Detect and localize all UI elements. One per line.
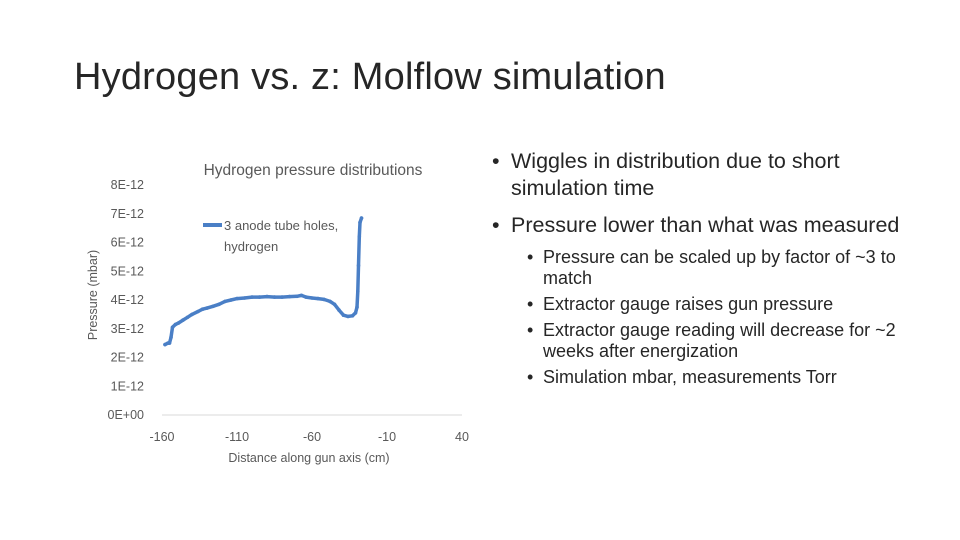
legend-label: 3 anode tube holes, hydrogen bbox=[224, 218, 342, 254]
data-point bbox=[176, 321, 181, 325]
y-tick-label: 2E-12 bbox=[111, 351, 144, 365]
data-point bbox=[185, 315, 190, 320]
data-point bbox=[350, 314, 355, 318]
data-point bbox=[190, 312, 194, 317]
sub-bullet-text: Extractor gauge raises gun pressure bbox=[543, 294, 834, 314]
y-tick-label: 1E-12 bbox=[111, 379, 144, 393]
data-point bbox=[242, 296, 247, 300]
data-point bbox=[295, 294, 299, 299]
bullet-item: • Pressure lower than what was measured … bbox=[492, 212, 912, 388]
data-point bbox=[169, 335, 173, 340]
bullet-list: • Wiggles in distribution due to short s… bbox=[492, 148, 912, 398]
y-axis-tick-labels: 0E+00 1E-12 2E-12 3E-12 4E-12 5E-12 6E-12 7E-12… bbox=[108, 178, 145, 422]
slide-title: Hydrogen vs. z: Molflow simulation bbox=[74, 56, 666, 98]
bullet-text: Wiggles in distribution due to short sim… bbox=[511, 149, 840, 200]
data-point bbox=[359, 216, 364, 220]
legend: 3 anode tube holes, hydrogen bbox=[203, 218, 342, 254]
data-point bbox=[346, 314, 350, 319]
bullet-dot-icon: • bbox=[527, 367, 534, 387]
y-tick-label: 0E+00 bbox=[108, 408, 145, 422]
data-point bbox=[322, 297, 326, 302]
data-point bbox=[250, 295, 254, 299]
data-point bbox=[205, 306, 209, 310]
data-point bbox=[316, 296, 320, 301]
x-tick-label: -60 bbox=[303, 430, 321, 444]
data-point bbox=[341, 313, 346, 318]
data-point bbox=[337, 308, 341, 312]
data-point bbox=[353, 311, 358, 315]
x-tick-label: -160 bbox=[149, 430, 174, 444]
y-tick-label: 3E-12 bbox=[111, 322, 144, 336]
data-point bbox=[181, 318, 185, 322]
x-tick-label: -10 bbox=[378, 430, 396, 444]
x-axis-title: Distance along gun axis (cm) bbox=[228, 451, 389, 465]
y-tick-label: 5E-12 bbox=[111, 264, 144, 278]
data-point bbox=[173, 322, 178, 327]
data-point bbox=[332, 302, 337, 307]
sub-bullet-text: Simulation mbar, measurements Torr bbox=[543, 367, 837, 387]
bullet-dot-icon: • bbox=[527, 247, 534, 267]
sub-bullet-list: • Pressure can be scaled up by factor of… bbox=[527, 247, 912, 388]
pressure-chart: Hydrogen pressure distributions Pressure… bbox=[86, 162, 469, 465]
bullet-dot-icon: • bbox=[527, 320, 534, 340]
data-point bbox=[257, 295, 262, 299]
data-point bbox=[200, 307, 205, 312]
x-axis-tick-labels: -160 -110 -60 -10 40 bbox=[149, 430, 469, 444]
x-tick-label: -110 bbox=[225, 430, 249, 444]
data-point bbox=[358, 220, 362, 225]
x-tick-label: 40 bbox=[455, 430, 469, 444]
data-point bbox=[304, 295, 308, 299]
sub-bullet-item: • Simulation mbar, measurements Torr bbox=[527, 367, 912, 388]
y-tick-label: 4E-12 bbox=[111, 293, 144, 307]
data-point bbox=[229, 298, 233, 302]
sub-bullet-item: • Extractor gauge raises gun pressure bbox=[527, 294, 912, 315]
bullet-dot-icon: • bbox=[492, 149, 500, 173]
bullet-text: Pressure lower than what was measured bbox=[511, 213, 900, 237]
bullet-dot-icon: • bbox=[527, 294, 534, 314]
data-point bbox=[280, 295, 284, 299]
data-point bbox=[265, 294, 269, 299]
data-point bbox=[223, 299, 227, 304]
data-point bbox=[170, 325, 175, 330]
bullet-dot-icon: • bbox=[492, 213, 500, 237]
data-point bbox=[196, 309, 200, 314]
sub-bullet-item: • Pressure can be scaled up by factor of… bbox=[527, 247, 912, 289]
series-line bbox=[163, 216, 364, 347]
data-point bbox=[299, 293, 304, 298]
data-point bbox=[272, 295, 277, 299]
sub-bullet-text: Pressure can be scaled up by factor of ~… bbox=[543, 247, 896, 288]
data-point bbox=[328, 299, 332, 304]
bullet-item: • Wiggles in distribution due to short s… bbox=[492, 148, 912, 202]
data-point bbox=[217, 302, 221, 307]
y-tick-label: 6E-12 bbox=[111, 236, 144, 250]
data-point bbox=[310, 296, 314, 300]
data-point bbox=[167, 341, 172, 345]
data-point bbox=[357, 235, 362, 239]
data-point bbox=[356, 289, 360, 294]
data-point bbox=[355, 305, 359, 310]
data-point bbox=[287, 294, 292, 299]
sub-bullet-item: • Extractor gauge reading will decrease … bbox=[527, 320, 912, 362]
data-point bbox=[211, 304, 215, 309]
y-tick-label: 7E-12 bbox=[111, 207, 144, 221]
data-point bbox=[163, 342, 167, 347]
sub-bullet-text: Extractor gauge reading will decrease fo… bbox=[543, 320, 896, 361]
series-layer bbox=[163, 216, 364, 347]
y-axis-title: Pressure (mbar) bbox=[86, 250, 100, 340]
chart-title: Hydrogen pressure distributions bbox=[204, 162, 423, 179]
data-point bbox=[356, 263, 361, 268]
data-point bbox=[235, 296, 239, 301]
y-tick-label: 8E-12 bbox=[111, 178, 144, 192]
